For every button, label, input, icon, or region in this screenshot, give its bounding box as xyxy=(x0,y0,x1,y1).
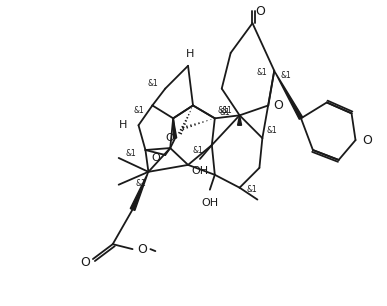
Text: &1: &1 xyxy=(221,106,232,115)
Text: O: O xyxy=(273,99,283,112)
Text: O: O xyxy=(151,153,160,163)
Text: H: H xyxy=(118,120,127,130)
Text: &1: &1 xyxy=(219,108,230,117)
Text: &1: &1 xyxy=(148,79,159,88)
Text: &1: &1 xyxy=(257,68,268,77)
Text: OH: OH xyxy=(192,166,209,176)
Text: O: O xyxy=(363,134,372,147)
Text: O: O xyxy=(80,256,90,270)
Text: &1: &1 xyxy=(217,106,228,115)
Text: &1: &1 xyxy=(246,185,257,194)
Text: OH: OH xyxy=(201,198,218,207)
Text: &1: &1 xyxy=(267,126,277,135)
Text: &1: &1 xyxy=(281,71,291,80)
Polygon shape xyxy=(130,172,148,211)
Text: &1: &1 xyxy=(193,146,203,155)
Text: &1: &1 xyxy=(135,179,146,188)
Text: &1: &1 xyxy=(133,106,144,115)
Text: H: H xyxy=(186,49,194,59)
Polygon shape xyxy=(274,71,303,119)
Polygon shape xyxy=(238,115,241,125)
Text: &1: &1 xyxy=(125,148,136,158)
Polygon shape xyxy=(173,118,176,138)
Text: O: O xyxy=(166,133,175,143)
Text: O: O xyxy=(137,243,147,256)
Text: O: O xyxy=(255,5,265,18)
